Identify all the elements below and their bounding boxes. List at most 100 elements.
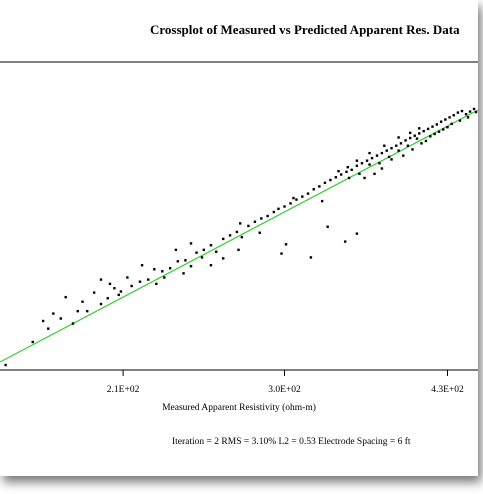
data-point <box>408 131 412 135</box>
data-point <box>424 139 428 143</box>
data-point <box>329 178 332 182</box>
data-point <box>375 154 379 157</box>
data-point <box>448 116 451 119</box>
data-point <box>289 202 292 205</box>
data-point <box>306 192 310 195</box>
data-point <box>460 109 464 113</box>
data-point <box>418 132 421 135</box>
data-point <box>433 132 436 136</box>
data-point <box>222 237 225 241</box>
data-point <box>138 280 142 283</box>
data-point <box>431 125 434 128</box>
data-point <box>209 244 213 247</box>
data-point <box>397 149 400 152</box>
data-point <box>422 129 425 133</box>
data-point <box>52 312 55 315</box>
data-point <box>472 107 476 111</box>
data-point <box>113 286 116 290</box>
x-ticks: 2.1E+02 3.0E+02 4.3E+02 <box>107 370 464 395</box>
data-point <box>452 114 455 117</box>
data-point <box>365 159 369 162</box>
data-point <box>86 309 89 313</box>
data-point <box>368 163 371 166</box>
data-point <box>318 185 321 188</box>
data-point <box>334 176 338 179</box>
chart-title: Crossplot of Measured vs Predicted Appar… <box>150 22 460 37</box>
data-point <box>411 148 414 151</box>
data-point <box>47 327 50 330</box>
data-point <box>466 116 470 119</box>
data-point <box>320 199 324 203</box>
data-point <box>426 127 430 131</box>
data-point <box>458 119 462 122</box>
data-point <box>406 144 410 147</box>
data-point <box>378 162 381 165</box>
data-point <box>450 122 453 126</box>
data-point <box>41 319 45 323</box>
data-point <box>126 276 129 279</box>
data-point <box>347 176 351 180</box>
data-point <box>370 156 374 160</box>
data-point <box>235 230 239 234</box>
data-point <box>130 284 133 288</box>
data-point <box>228 234 232 237</box>
data-point <box>399 142 403 145</box>
data-point <box>373 172 376 176</box>
data-point <box>99 302 103 306</box>
data-point <box>184 259 187 262</box>
data-point <box>247 224 250 228</box>
data-point <box>253 220 257 223</box>
data-point <box>182 272 185 275</box>
data-point <box>368 151 371 155</box>
data-point <box>76 309 79 313</box>
data-point <box>161 270 164 273</box>
data-point <box>380 151 384 155</box>
data-point <box>81 300 84 303</box>
data-point <box>260 217 263 220</box>
data-point <box>404 139 407 142</box>
data-point <box>439 120 443 123</box>
data-point <box>222 257 225 260</box>
data-point <box>237 248 240 252</box>
data-point <box>92 291 96 294</box>
data-point <box>339 173 343 176</box>
data-point <box>106 297 109 300</box>
data-point <box>163 276 166 279</box>
data-point <box>415 137 419 140</box>
data-point <box>59 317 62 320</box>
data-point <box>446 126 449 129</box>
data-point <box>418 127 421 130</box>
data-point <box>153 268 156 271</box>
data-point <box>117 293 120 297</box>
data-point <box>64 295 67 299</box>
data-point <box>383 144 386 147</box>
data-point <box>195 251 198 254</box>
x-tick-label-2: 4.3E+02 <box>431 385 464 395</box>
data-point <box>420 142 423 145</box>
data-point <box>283 205 286 208</box>
data-point <box>326 225 329 228</box>
data-point <box>380 167 384 170</box>
data-point <box>413 134 416 137</box>
data-point <box>323 181 327 185</box>
data-point <box>240 235 244 239</box>
data-point <box>444 118 447 121</box>
data-point <box>337 169 340 173</box>
data-point <box>189 242 193 245</box>
data-point <box>343 240 347 243</box>
data-point <box>468 110 472 113</box>
data-point <box>390 146 393 150</box>
data-point <box>176 260 180 263</box>
data-point <box>429 135 432 138</box>
data-point <box>119 290 123 293</box>
data-point <box>474 110 478 114</box>
data-point <box>174 248 178 252</box>
x-tick-label-1: 3.0E+02 <box>268 385 301 395</box>
data-point <box>464 112 468 116</box>
data-point <box>155 282 158 286</box>
data-point <box>350 168 353 172</box>
data-point <box>435 123 439 126</box>
scatter-points <box>4 107 478 367</box>
data-point <box>147 278 150 281</box>
plot-area: 2.1E+02 3.0E+02 4.3E+02 <box>0 61 478 395</box>
